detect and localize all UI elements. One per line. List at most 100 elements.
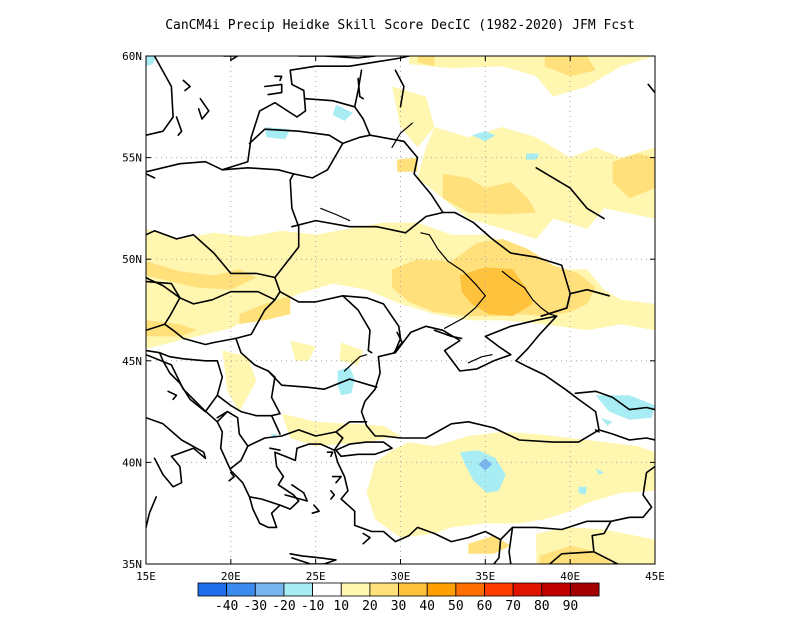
coast-line bbox=[362, 532, 371, 545]
coast-line bbox=[284, 483, 309, 502]
border-line bbox=[535, 167, 605, 220]
coast-line bbox=[263, 83, 283, 96]
skill-region-neg20 bbox=[478, 458, 493, 471]
coast-line bbox=[146, 353, 281, 529]
colorbar-swatch bbox=[340, 582, 371, 597]
x-tick-label: 30E bbox=[391, 570, 411, 583]
coast-line bbox=[297, 56, 376, 59]
colorbar-swatch bbox=[570, 582, 600, 597]
map-title: CanCM4i Precip Heidke Skill Score DecIC … bbox=[165, 18, 635, 33]
coast-line bbox=[335, 441, 393, 458]
river-line bbox=[320, 207, 351, 222]
skill-region-20 bbox=[409, 56, 655, 97]
border-line bbox=[146, 323, 166, 332]
colorbar-swatch bbox=[398, 582, 428, 597]
colorbar: -40 -30 -20 -10 10 20 30 40 50 60 70 80 90 bbox=[197, 582, 600, 614]
skill-region-30 bbox=[397, 157, 418, 172]
y-tick-label: 35N bbox=[122, 558, 142, 571]
y-tick-label: 55N bbox=[122, 152, 142, 165]
coast-line bbox=[492, 538, 502, 564]
border-line bbox=[248, 128, 344, 145]
colorbar-swatch bbox=[254, 582, 285, 597]
border-line bbox=[163, 323, 237, 346]
river-line bbox=[420, 232, 486, 329]
colorbar-label: 10 bbox=[333, 599, 349, 614]
border-line bbox=[235, 290, 281, 340]
border-line bbox=[216, 410, 249, 447]
border-line bbox=[598, 429, 655, 441]
river-line bbox=[501, 270, 558, 317]
river-line bbox=[391, 122, 413, 148]
colorbar-label: 30 bbox=[391, 599, 407, 614]
coast-line bbox=[326, 451, 334, 458]
colorbar-swatch bbox=[283, 582, 314, 597]
border-line bbox=[574, 390, 655, 411]
border-line bbox=[230, 429, 344, 470]
skill-region-neg10 bbox=[471, 131, 496, 142]
coast-line bbox=[146, 416, 207, 488]
colorbar-swatch bbox=[312, 582, 342, 597]
colorbar-label: 80 bbox=[534, 599, 550, 614]
coast-line bbox=[175, 116, 183, 136]
border-line bbox=[221, 167, 295, 175]
coast-line bbox=[647, 83, 655, 94]
colorbar-swatch bbox=[541, 582, 571, 597]
border-line bbox=[392, 331, 404, 354]
skill-region-neg10 bbox=[578, 486, 588, 495]
border-line bbox=[146, 349, 219, 362]
colorbar-label: 60 bbox=[477, 599, 493, 614]
colorbar-swatch bbox=[226, 582, 256, 597]
border-line bbox=[146, 280, 276, 305]
x-tick-label: 15E bbox=[136, 570, 156, 583]
coast-line bbox=[331, 475, 342, 484]
coast-line bbox=[289, 552, 337, 564]
coast-border-lines bbox=[146, 56, 655, 564]
border-line bbox=[292, 142, 344, 179]
border-line bbox=[216, 410, 229, 423]
skill-region-30 bbox=[146, 261, 257, 290]
skill-region-neg10 bbox=[332, 104, 353, 121]
border-line bbox=[369, 134, 572, 317]
x-tick-label: 20E bbox=[221, 570, 241, 583]
coast-line bbox=[182, 79, 191, 92]
border-line bbox=[291, 211, 444, 234]
coast-line bbox=[311, 504, 320, 515]
coast-line bbox=[330, 489, 336, 500]
skill-region-neg10 bbox=[459, 450, 506, 493]
coast-line bbox=[146, 56, 174, 136]
border-line bbox=[146, 276, 164, 287]
colorbar-swatch bbox=[484, 582, 514, 597]
coast-line bbox=[274, 443, 336, 510]
border-line bbox=[569, 288, 611, 297]
border-line bbox=[270, 414, 281, 435]
y-tick-label: 50N bbox=[122, 253, 142, 266]
colorbar-label: 50 bbox=[448, 599, 464, 614]
coast-line bbox=[146, 56, 410, 173]
skill-region-20 bbox=[366, 431, 655, 538]
border-line bbox=[499, 526, 514, 541]
colorbar-swatch bbox=[197, 582, 228, 597]
colorbar-label: -10 bbox=[301, 599, 324, 614]
river-line bbox=[467, 354, 493, 364]
border-line bbox=[158, 351, 207, 413]
border-line bbox=[216, 394, 273, 417]
y-tick-label: 45N bbox=[122, 355, 142, 368]
border-line bbox=[353, 69, 363, 108]
colorbar-label: -20 bbox=[272, 599, 295, 614]
skill-region-20 bbox=[281, 413, 401, 447]
coast-line bbox=[167, 390, 178, 401]
coast-line bbox=[269, 447, 281, 452]
x-tick-label: 35E bbox=[475, 570, 495, 583]
border-line bbox=[511, 465, 655, 531]
coast-line bbox=[223, 56, 239, 61]
colorbar-swatch bbox=[455, 582, 485, 597]
colorbar-swatch bbox=[512, 582, 543, 597]
skill-region-30 bbox=[442, 173, 537, 215]
river-line bbox=[343, 354, 368, 372]
y-tick-label: 60N bbox=[122, 50, 142, 63]
x-tick-label: 25E bbox=[306, 570, 326, 583]
coast-line bbox=[594, 429, 600, 433]
axis-ticks: 15E 20E 25E 30E 35E 40E 45E 35N 40N 45N 50N 55N 60N bbox=[122, 50, 665, 583]
border-line bbox=[267, 370, 378, 391]
